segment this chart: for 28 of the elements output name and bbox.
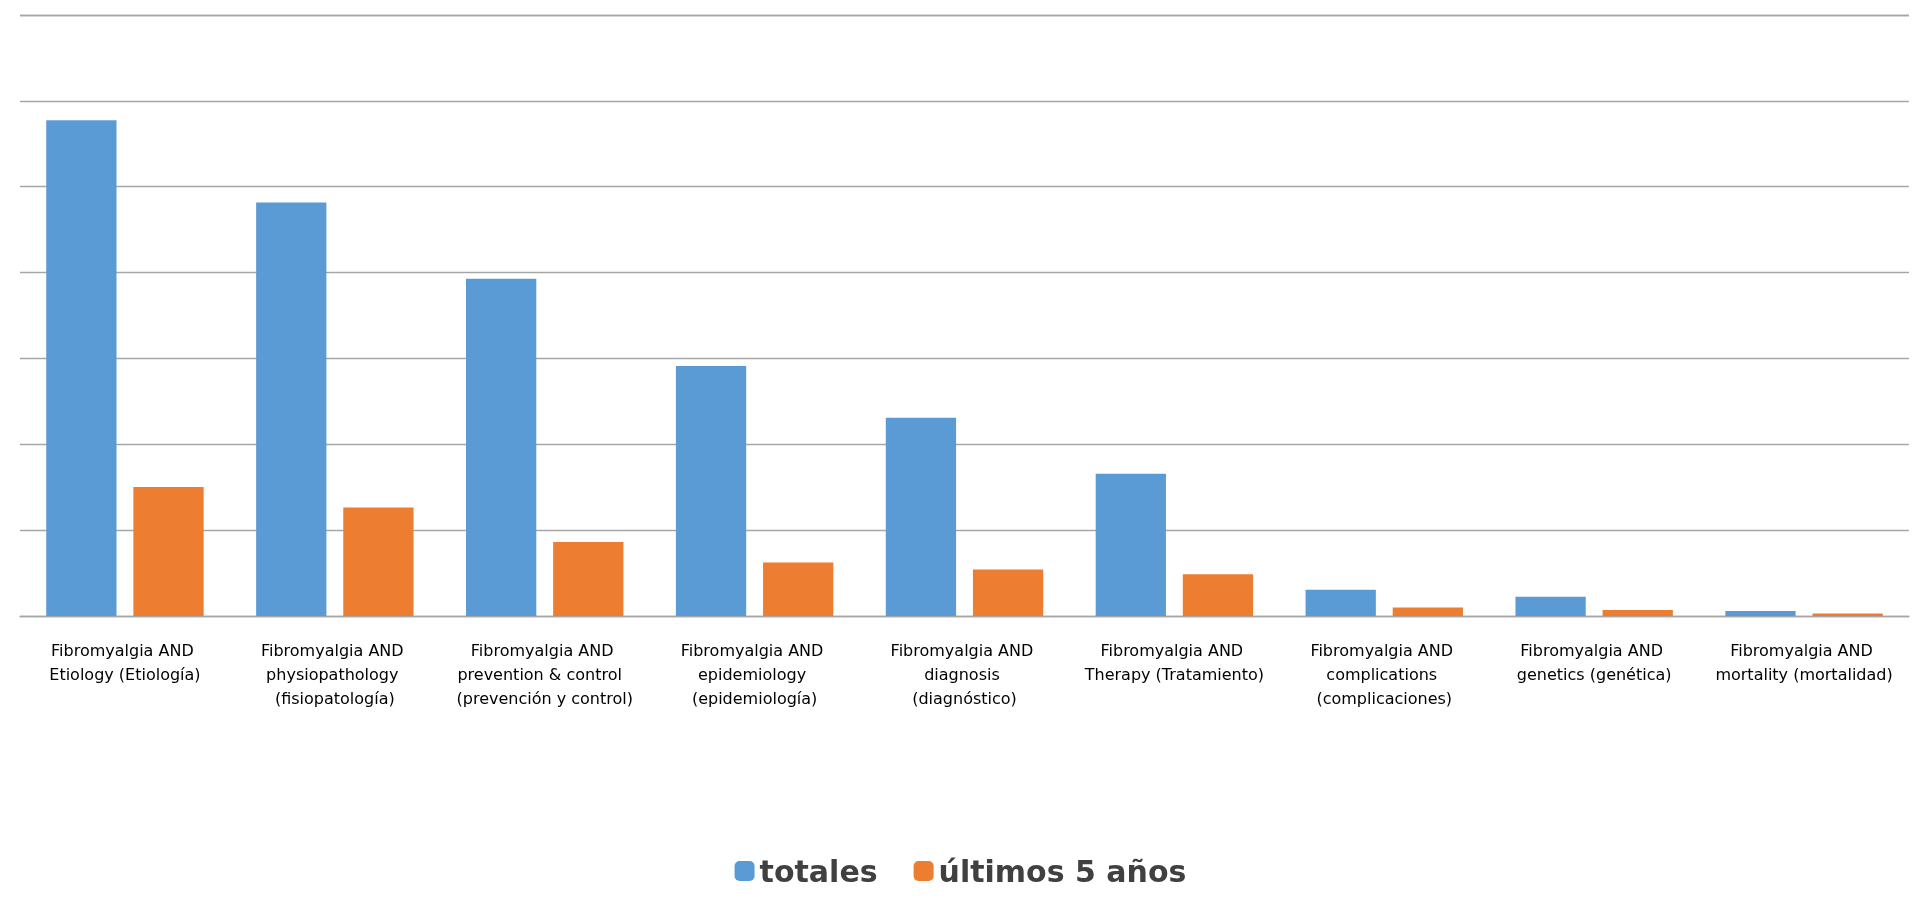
x-tick-label: Fibromyalgia AND Therapy (Tratamiento) [1083,640,1265,684]
bar [553,542,624,616]
bar [885,417,957,616]
legend-label: totales [759,853,878,889]
bar [1095,473,1166,616]
bar [763,562,834,616]
bar [343,507,414,616]
bar [1305,589,1376,616]
bar [256,202,327,616]
x-tick-label: Fibromyalgia AND physiopathology (fisiopatología) [260,640,409,708]
bar [1515,596,1586,616]
x-tick-label: Fibromyalgia AND genetics (genética) [1516,640,1672,684]
bar [1392,607,1463,616]
x-tick-label: Fibromyalgia AND epidemiology (epidemiología) [680,640,829,708]
bar [133,487,204,616]
bar [972,569,1044,616]
x-tick-label: Fibromyalgia AND prevention & control (prevención y control) [456,640,633,708]
bar [1725,611,1796,616]
bar [1602,610,1673,616]
legend-label: últimos 5 años [938,853,1187,889]
bar [675,366,747,616]
x-tick-label: Fibromyalgia AND Etiology (Etiología) [49,640,201,684]
x-tick-label: Fibromyalgia AND diagnosis (diagnóstico) [890,640,1039,708]
x-tick-label: Fibromyalgia AND mortality (mortalidad) [1715,640,1893,684]
bar [1182,574,1254,616]
bar [46,120,117,616]
x-tick-label: Fibromyalgia AND complications (complicaciones) [1310,640,1459,708]
bar [466,278,537,616]
